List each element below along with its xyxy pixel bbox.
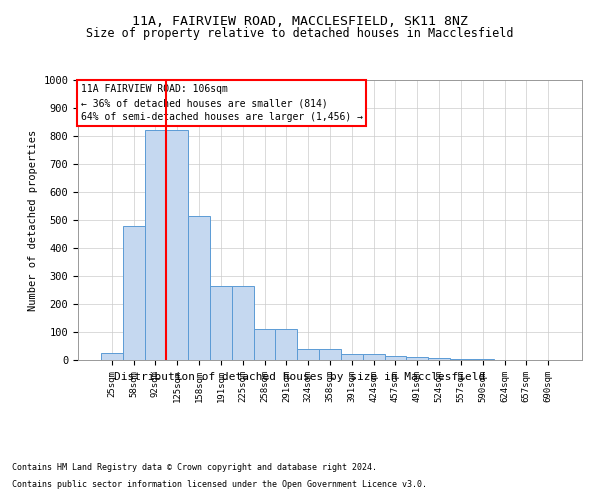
Text: Contains public sector information licensed under the Open Government Licence v3: Contains public sector information licen… bbox=[12, 480, 427, 489]
Text: Size of property relative to detached houses in Macclesfield: Size of property relative to detached ho… bbox=[86, 28, 514, 40]
Text: Contains HM Land Registry data © Crown copyright and database right 2024.: Contains HM Land Registry data © Crown c… bbox=[12, 462, 377, 471]
Bar bbox=[450, 358, 472, 360]
Bar bbox=[232, 286, 254, 360]
Bar bbox=[254, 329, 275, 360]
Text: 11A, FAIRVIEW ROAD, MACCLESFIELD, SK11 8NZ: 11A, FAIRVIEW ROAD, MACCLESFIELD, SK11 8… bbox=[132, 15, 468, 28]
Bar bbox=[297, 349, 319, 360]
Bar bbox=[145, 130, 166, 360]
Bar bbox=[101, 353, 123, 360]
Text: Distribution of detached houses by size in Macclesfield: Distribution of detached houses by size … bbox=[115, 372, 485, 382]
Bar bbox=[363, 354, 385, 360]
Bar bbox=[319, 349, 341, 360]
Y-axis label: Number of detached properties: Number of detached properties bbox=[28, 130, 38, 310]
Bar bbox=[188, 216, 210, 360]
Bar bbox=[341, 354, 363, 360]
Bar bbox=[428, 358, 450, 360]
Text: 11A FAIRVIEW ROAD: 106sqm
← 36% of detached houses are smaller (814)
64% of semi: 11A FAIRVIEW ROAD: 106sqm ← 36% of detac… bbox=[80, 84, 362, 122]
Bar bbox=[166, 130, 188, 360]
Bar bbox=[275, 329, 297, 360]
Bar bbox=[210, 286, 232, 360]
Bar bbox=[406, 357, 428, 360]
Bar bbox=[123, 226, 145, 360]
Bar bbox=[385, 356, 406, 360]
